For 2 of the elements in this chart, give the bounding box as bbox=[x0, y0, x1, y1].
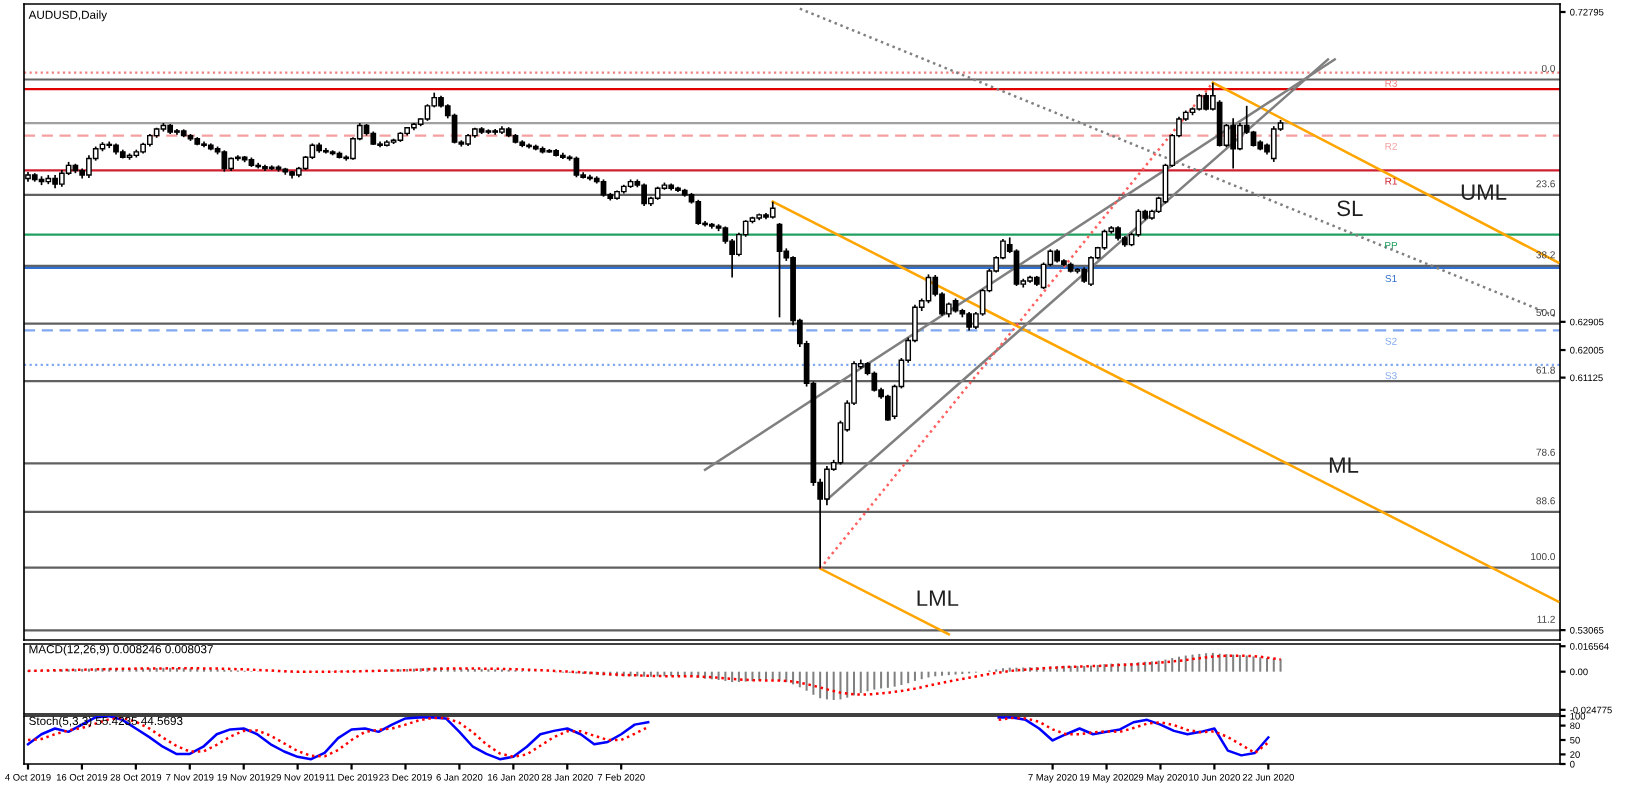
series-label: SL bbox=[1337, 200, 1363, 217]
series-label: LML bbox=[917, 590, 959, 606]
